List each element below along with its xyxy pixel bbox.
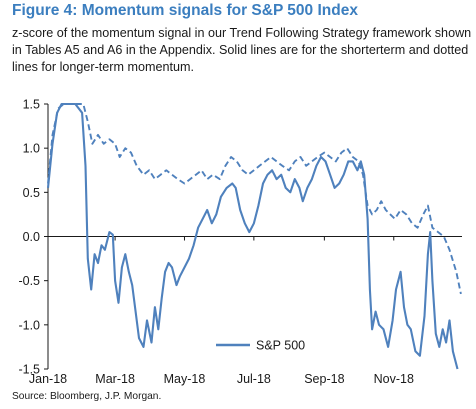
- x-tick-label: Nov-18: [374, 372, 414, 386]
- y-axis: 1.5 1.0 0.5 0.0 -0.5 -1.0 -1.5: [18, 98, 49, 377]
- x-tick-label: May-18: [164, 372, 206, 386]
- y-tick-label: 0.0: [23, 230, 40, 244]
- series-line-longer-term: [47, 103, 462, 295]
- x-tick-label: Jan-18: [29, 372, 67, 386]
- y-tick-label: 1.0: [23, 142, 40, 156]
- legend-label: S&P 500: [256, 339, 305, 353]
- x-tick-label: Jul-18: [237, 372, 271, 386]
- y-tick-label: 1.5: [23, 98, 40, 112]
- figure-source: Source: Bloomberg, J.P. Morgan.: [12, 391, 162, 402]
- series-line-shorter-term: [46, 102, 459, 370]
- y-tick-label: -0.5: [18, 274, 40, 288]
- y-tick-label: -1.0: [18, 318, 40, 332]
- legend: S&P 500: [216, 339, 305, 353]
- figure-title: Figure 4: Momentum signals for S&P 500 I…: [12, 2, 358, 19]
- y-tick-label: -1.5: [18, 363, 40, 377]
- series-lines: [46, 102, 462, 370]
- momentum-line-chart: 1.5 1.0 0.5 0.0 -0.5 -1.0 -1.5 Jan-18 Mar-18 May…: [18, 98, 462, 386]
- y-tick-label: 0.5: [23, 186, 40, 200]
- x-tick-label: Sep-18: [304, 372, 344, 386]
- x-tick-label: Mar-18: [95, 372, 135, 386]
- x-axis: Jan-18 Mar-18 May-18 Jul-18 Sep-18 Nov-18: [29, 236, 462, 386]
- figure-caption: z-score of the momentum signal in our Tr…: [12, 26, 472, 74]
